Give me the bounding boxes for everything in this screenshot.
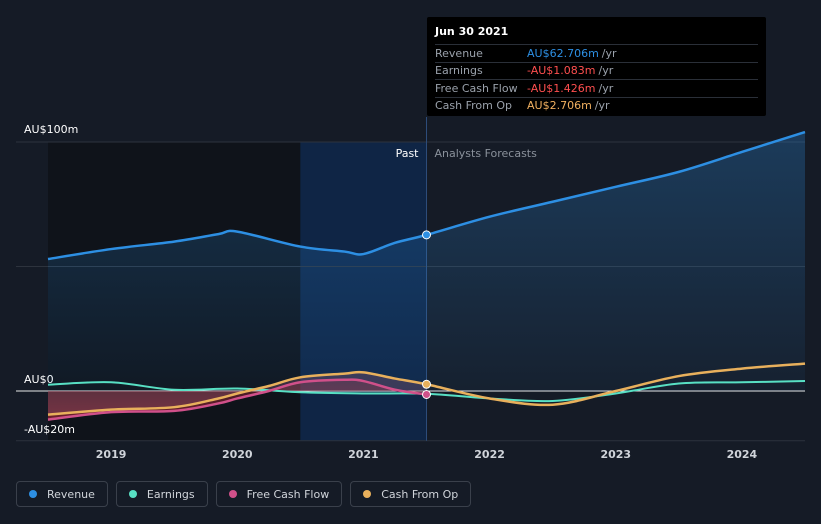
tooltip-unit: /yr — [601, 46, 617, 60]
legend-dot-icon — [363, 490, 372, 498]
tooltip-row-free-cash-flow: Free Cash Flow -AU$1.426m /yr — [435, 79, 758, 97]
tooltip-row-earnings: Earnings -AU$1.083m /yr — [435, 61, 758, 80]
past-label: Past — [396, 147, 420, 160]
x-tick-label: 2022 — [474, 448, 505, 461]
legend-item-earnings[interactable]: Earnings — [115, 481, 208, 507]
x-tick-label: 2023 — [600, 448, 631, 461]
tooltip-unit: /yr — [594, 99, 610, 113]
revenue-area — [48, 132, 805, 392]
revenue-line — [47, 130, 806, 261]
tooltip-unit: /yr — [598, 64, 614, 78]
tooltip-label: Earnings — [435, 64, 483, 78]
x-tick-label: 2019 — [96, 448, 127, 461]
forecast-label: Analysts Forecasts — [435, 147, 538, 160]
y-tick-label: AU$100m — [24, 123, 78, 136]
legend-dot-icon — [29, 490, 37, 498]
tooltip-label: Revenue — [435, 46, 483, 60]
legend-label: Earnings — [146, 487, 195, 501]
cash-from-op-line — [47, 362, 806, 416]
legend-label: Revenue — [47, 487, 95, 501]
legend-dot-icon — [228, 490, 237, 498]
tooltip-value: -AU$1.426m — [527, 81, 596, 95]
x-tick-label: 2024 — [727, 448, 758, 461]
tooltip-value: AU$62.706m — [527, 46, 599, 60]
tooltip-unit: /yr — [598, 81, 614, 95]
x-tick-label: 2021 — [348, 448, 379, 461]
tooltip: Jun 30 2021 Revenue AU$62.706m /yr Earni… — [427, 17, 766, 116]
tooltip-date: Jun 30 2021 — [435, 25, 509, 38]
legend-item-cash-from-op[interactable]: Cash From Op — [350, 481, 472, 507]
legend: Revenue Earnings Free Cash Flow Cash Fro… — [16, 481, 472, 507]
tooltip-label: Free Cash Flow — [435, 81, 518, 95]
tooltip-row-revenue: Revenue AU$62.706m /yr — [435, 44, 758, 62]
tooltip-value: AU$2.706m — [527, 99, 592, 113]
tooltip-value: -AU$1.083m — [527, 64, 596, 78]
revenue-marker — [422, 230, 431, 240]
tooltip-label: Cash From Op — [435, 99, 513, 113]
x-tick-label: 2020 — [222, 448, 253, 461]
free-cash-flow-marker — [422, 389, 431, 399]
cash-from-op-marker — [422, 379, 431, 389]
free-cash-flow-line — [47, 378, 427, 421]
legend-dot-icon — [128, 490, 137, 498]
legend-item-revenue[interactable]: Revenue — [16, 481, 108, 507]
legend-item-free-cash-flow[interactable]: Free Cash Flow — [215, 481, 343, 507]
legend-label: Cash From Op — [381, 487, 459, 501]
y-tick-label: AU$0 — [24, 373, 54, 386]
y-tick-label: -AU$20m — [24, 423, 75, 436]
tooltip-row-cash-from-op: Cash From Op AU$2.706m /yr — [435, 96, 758, 115]
legend-label: Free Cash Flow — [246, 487, 330, 501]
